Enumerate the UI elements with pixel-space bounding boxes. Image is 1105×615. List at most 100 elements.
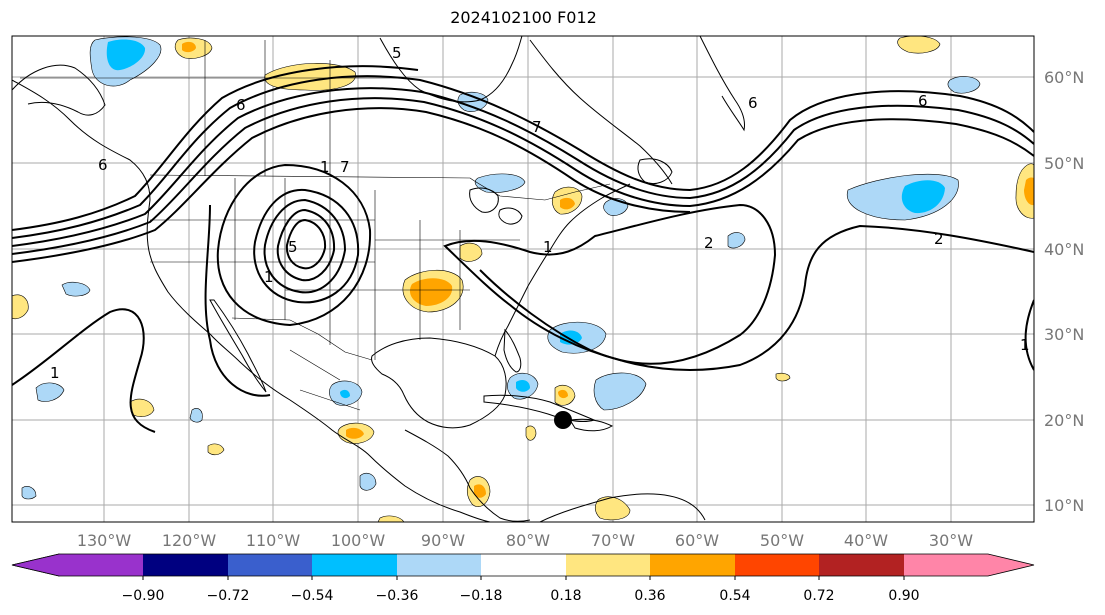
longitude-tick-label: 80°W <box>506 531 550 550</box>
shade-blob <box>129 398 155 417</box>
shaded-anomalies <box>12 36 1034 522</box>
border-us-mexico <box>231 317 373 361</box>
colorbar-segment <box>819 554 904 576</box>
shade-blob <box>474 484 486 498</box>
coastline-newfoundland <box>637 158 673 185</box>
shade-blob <box>340 389 350 399</box>
shade-blob <box>346 427 364 439</box>
contour-line <box>263 198 347 294</box>
colorbar-tick-label: 0.18 <box>550 588 581 604</box>
contour-label: 1 <box>50 364 60 382</box>
colorbar-tick-label: 0.54 <box>719 588 750 604</box>
shade-blob <box>459 242 483 262</box>
contour-label: 1 <box>264 268 274 286</box>
longitude-tick-label: 60°W <box>675 531 719 550</box>
colorbar-tick-label: −0.72 <box>207 588 250 604</box>
colorbar-tick-label: −0.90 <box>122 588 165 604</box>
shade-blob <box>525 425 537 441</box>
filled-circle-marker <box>554 411 572 429</box>
longitude-tick-label: 120°W <box>162 531 217 550</box>
coastline-florida <box>503 328 522 373</box>
contour-line <box>204 204 271 397</box>
contour-line <box>443 203 777 365</box>
latitude-tick-label: 40°N <box>1044 240 1084 259</box>
longitude-tick-label: 40°W <box>844 531 888 550</box>
colorbar-segment <box>312 554 397 576</box>
shade-blob <box>182 41 196 53</box>
colorbar-segment <box>397 554 481 576</box>
contour-line <box>12 75 1034 239</box>
shade-blob <box>61 281 91 297</box>
contour-line <box>12 107 691 263</box>
contour-label: 2 <box>704 234 714 252</box>
longitude-tick-label: 130°W <box>77 531 132 550</box>
border-mexico-states <box>289 349 361 411</box>
shade-blob <box>1024 177 1034 206</box>
latitude-labels: 60°N 50°N 40°N 30°N 20°N 10°N <box>1044 68 1084 515</box>
colorbar-segment <box>143 554 228 576</box>
coastline-alaska <box>12 64 106 116</box>
border-canada-provinces <box>20 40 400 176</box>
shade-blob <box>516 380 530 392</box>
shade-blob <box>377 515 405 522</box>
contour-label: 6 <box>236 96 246 114</box>
contour-label: 7 <box>340 158 350 176</box>
coastline-baja <box>209 299 267 393</box>
longitude-tick-label: 110°W <box>246 531 301 550</box>
contour-label: 7 <box>532 118 542 136</box>
longitude-tick-label: 50°W <box>760 531 804 550</box>
contour-labels: 6 5 6 1 7 5 6 7 1 2 2 1 1 1 <box>50 44 1030 382</box>
coastline-greenland <box>699 36 745 132</box>
coastline-hispaniola <box>569 418 614 432</box>
colorbar-segment <box>650 554 735 576</box>
map-title: 2024102100 F012 <box>450 8 597 27</box>
contour-lines <box>12 65 1034 433</box>
colorbar-labels: −0.90 −0.72 −0.54 −0.36 −0.18 0.18 0.36 0.54 0.7… <box>122 576 920 604</box>
shade-blob <box>558 389 568 399</box>
shade-blob <box>35 382 65 402</box>
shade-blob <box>106 39 146 71</box>
contour-line <box>479 224 1034 371</box>
colorbar <box>11 553 1035 577</box>
colorbar-segment <box>228 554 312 576</box>
colorbar-tick-label: 0.36 <box>634 588 665 604</box>
coastline-central-america <box>404 429 531 522</box>
colorbar-segment <box>481 554 566 576</box>
colorbar-tick-label: 0.72 <box>803 588 834 604</box>
shade-blob <box>474 173 526 193</box>
contour-label: 6 <box>98 156 108 174</box>
colorbar-segment <box>12 554 143 576</box>
shade-blob <box>189 408 203 423</box>
shade-blob <box>947 76 981 94</box>
colorbar-outline <box>11 553 1035 577</box>
contour-line <box>12 97 1034 255</box>
contour-label: 1 <box>543 238 553 256</box>
colorbar-tick-label: −0.36 <box>376 588 419 604</box>
contour-line <box>216 163 372 327</box>
coastline-pacific-north-america <box>12 79 491 522</box>
coastline-great-lakes-2 <box>498 207 523 225</box>
shade-blob <box>560 197 575 210</box>
latitude-tick-label: 50°N <box>1044 154 1084 173</box>
contour-line <box>253 188 360 304</box>
contour-label: 2 <box>934 230 944 248</box>
longitude-tick-label: 90°W <box>421 531 465 550</box>
border-us-canada <box>149 174 611 201</box>
contour-line <box>276 208 336 282</box>
coastline-south-america <box>539 493 706 522</box>
longitude-tick-label: 30°W <box>929 531 973 550</box>
contour-label: 6 <box>748 94 758 112</box>
shade-blob <box>359 472 377 491</box>
coastline-atlantic-us <box>494 183 631 357</box>
contour-line <box>285 218 327 270</box>
contour-label: 5 <box>288 238 298 256</box>
colorbar-tick-label: −0.54 <box>291 588 334 604</box>
colorbar-tick-label: 0.90 <box>888 588 919 604</box>
coastline-gulf-of-mexico <box>371 337 507 429</box>
map-area <box>12 36 1034 522</box>
colorbar-tick-label: −0.18 <box>460 588 503 604</box>
shade-blob <box>775 372 791 382</box>
shade-blob <box>409 278 453 306</box>
coastline-labrador <box>529 39 673 185</box>
